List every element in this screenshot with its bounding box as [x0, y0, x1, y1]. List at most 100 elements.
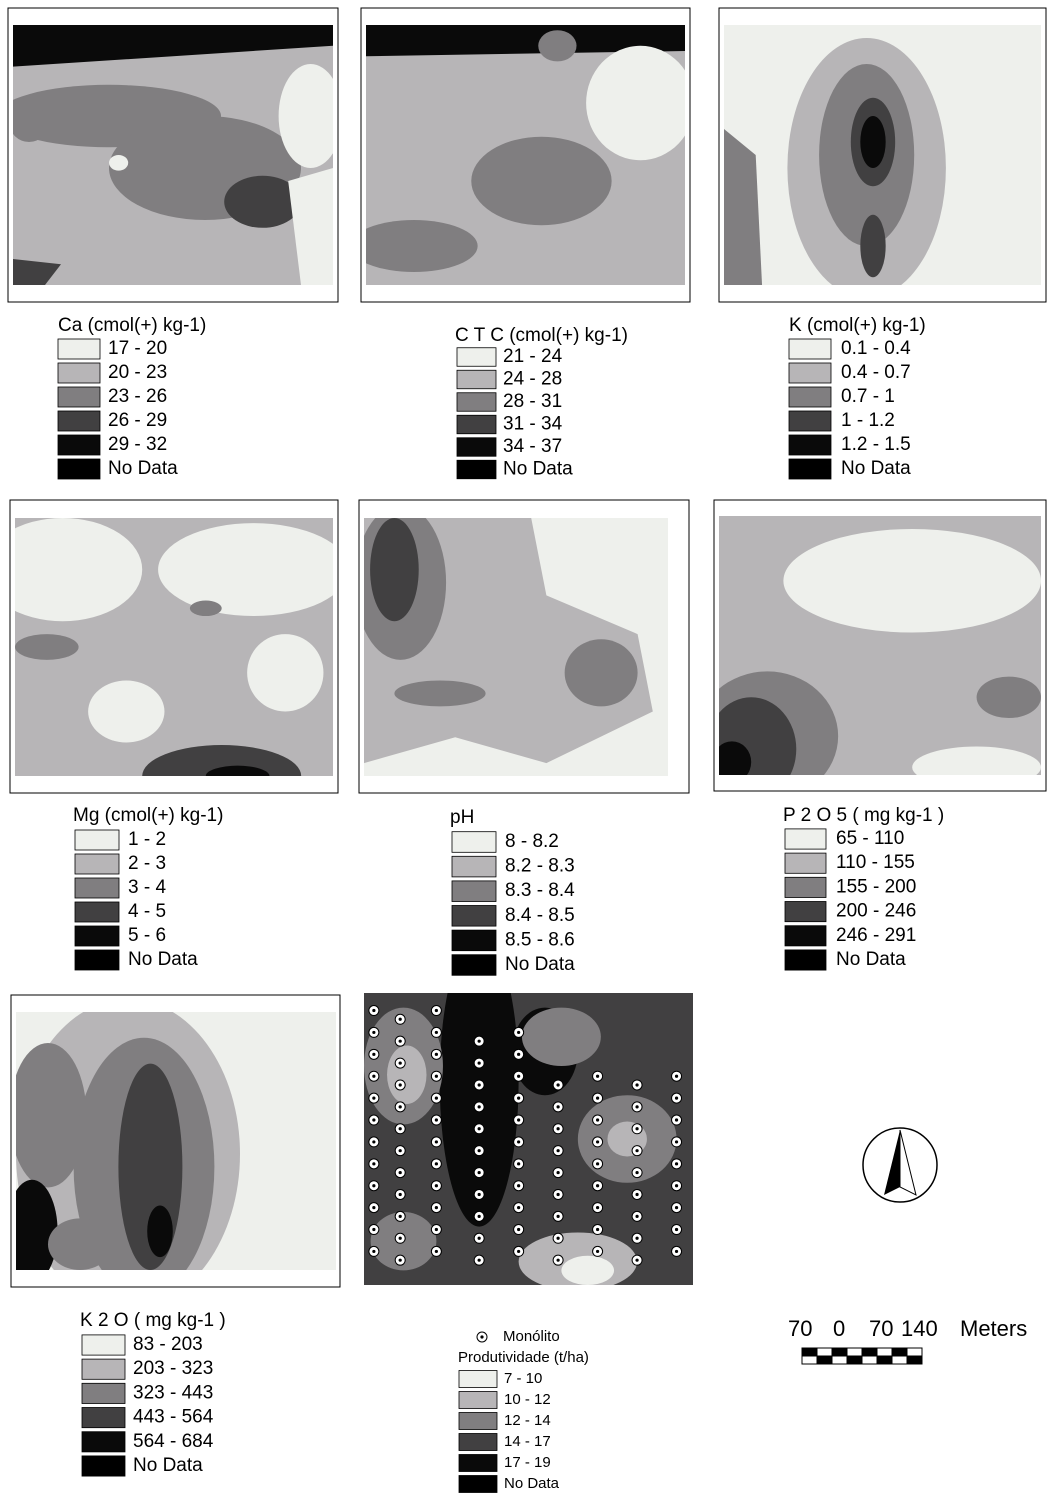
sample-point-dot	[478, 1171, 481, 1174]
sample-point-dot	[372, 1031, 375, 1034]
north-arrow	[863, 1128, 937, 1202]
sample-point-dot	[635, 1127, 638, 1130]
sample-point-dot	[557, 1215, 560, 1218]
legend-label: 65 - 110	[836, 828, 904, 849]
legend-swatch	[75, 830, 119, 850]
legend-swatch	[58, 435, 100, 455]
legend-swatch	[785, 829, 826, 849]
legend-swatch	[459, 1455, 497, 1472]
map	[364, 935, 693, 1291]
sample-point-dot	[399, 1149, 402, 1152]
scale-segment	[832, 1356, 847, 1364]
legend-label: 4 - 5	[128, 901, 166, 922]
sample-point-dot	[635, 1215, 638, 1218]
scale-segment	[892, 1356, 907, 1364]
map-zone	[15, 634, 79, 660]
sample-point-dot	[372, 1140, 375, 1143]
legend-label: 34 - 37	[503, 436, 562, 457]
map-zone	[279, 64, 343, 168]
legend-label: 29 - 32	[108, 434, 167, 455]
scale-unit: Meters	[960, 1316, 1027, 1341]
scale-label: 0	[833, 1316, 845, 1341]
legend-label: 8.3 - 8.4	[505, 880, 575, 901]
legend-swatch	[785, 877, 826, 897]
legend-title: P 2 O 5 ( mg kg-1 )	[783, 805, 944, 826]
map-zone	[190, 601, 222, 616]
figure: Ca (cmol(+) kg-1)17 - 2020 - 2323 - 2626…	[0, 0, 1050, 1497]
sample-point-dot	[596, 1228, 599, 1231]
sample-point-dot	[675, 1228, 678, 1231]
legend-label: 1 - 1.2	[841, 410, 895, 431]
sample-point-dot	[399, 1040, 402, 1043]
legend-label: 12 - 14	[504, 1412, 551, 1429]
sample-point-dot	[557, 1193, 560, 1196]
sample-point-dot	[517, 1250, 520, 1253]
legend-title: K (cmol(+) kg-1)	[789, 315, 926, 336]
legend-label: 203 - 323	[133, 1358, 213, 1379]
legend-label: 1.2 - 1.5	[841, 434, 911, 455]
legend-label: 8.5 - 8.6	[505, 929, 575, 950]
legend-swatch	[58, 363, 100, 383]
sample-point-dot	[435, 1140, 438, 1143]
sample-point-dot	[517, 1184, 520, 1187]
map-panel: K 2 O ( mg kg-1 )83 - 203203 - 323323 - …	[6, 995, 340, 1476]
sample-point-dot	[635, 1083, 638, 1086]
scale-segment	[877, 1348, 892, 1356]
sample-point-dot	[478, 1193, 481, 1196]
sample-point-dot	[517, 1118, 520, 1121]
sample-point-dot	[435, 1118, 438, 1121]
sample-point-dot	[372, 1228, 375, 1231]
legend-swatch	[82, 1335, 125, 1355]
legend-title: Mg (cmol(+) kg-1)	[73, 805, 223, 826]
sample-point-dot	[372, 1250, 375, 1253]
legend-label: No Data	[836, 949, 906, 970]
map-zone	[586, 46, 694, 160]
sample-point-dot	[478, 1127, 481, 1130]
sample-point-dot	[399, 1215, 402, 1218]
legend-title: Ca (cmol(+) kg-1)	[58, 315, 206, 336]
legend-swatch	[75, 926, 119, 946]
legend-swatch	[457, 393, 496, 412]
legend-label: 246 - 291	[836, 925, 916, 946]
sample-point-dot	[557, 1105, 560, 1108]
legend-swatch	[785, 853, 826, 873]
legend-swatch	[452, 856, 496, 877]
legend-swatch	[58, 411, 100, 431]
page: {"panels": [ {"title": "Ca (cmol(+) kg-1…	[0, 0, 1050, 1497]
sample-point-dot	[435, 1097, 438, 1100]
legend-swatch	[452, 881, 496, 902]
map-zone	[370, 518, 419, 621]
sample-point-dot	[435, 1250, 438, 1253]
legend-swatch	[785, 950, 826, 970]
map	[0, 518, 349, 807]
legend-label: 564 - 684	[133, 1431, 214, 1452]
scale-segment	[907, 1356, 922, 1364]
legend-swatch	[82, 1383, 125, 1403]
map-zone	[783, 529, 1041, 633]
legend-swatch	[82, 1456, 125, 1476]
legend-label: 8.4 - 8.5	[505, 905, 575, 926]
legend-swatch	[452, 906, 496, 927]
legend-label: No Data	[505, 954, 575, 975]
map	[724, 25, 1041, 298]
sample-point-dot	[435, 1206, 438, 1209]
map-zone	[860, 116, 885, 168]
sample-point-dot	[675, 1162, 678, 1165]
legend-label: 20 - 23	[108, 362, 167, 383]
sample-point-dot	[675, 1140, 678, 1143]
sample-point-dot	[435, 1009, 438, 1012]
legend-label: 10 - 12	[504, 1391, 551, 1408]
sample-point-dot	[635, 1105, 638, 1108]
sample-point-dot	[399, 1018, 402, 1021]
sample-point-dot	[635, 1149, 638, 1152]
legend-label: No Data	[504, 1475, 560, 1492]
sample-point-dot	[372, 1075, 375, 1078]
legend-swatch	[785, 902, 826, 922]
sample-point-dot	[478, 1061, 481, 1064]
scale-segment	[877, 1356, 892, 1364]
legend-swatch	[75, 878, 119, 898]
map-zone	[730, 38, 781, 116]
map	[696, 516, 1041, 801]
sample-point-dot	[635, 1193, 638, 1196]
